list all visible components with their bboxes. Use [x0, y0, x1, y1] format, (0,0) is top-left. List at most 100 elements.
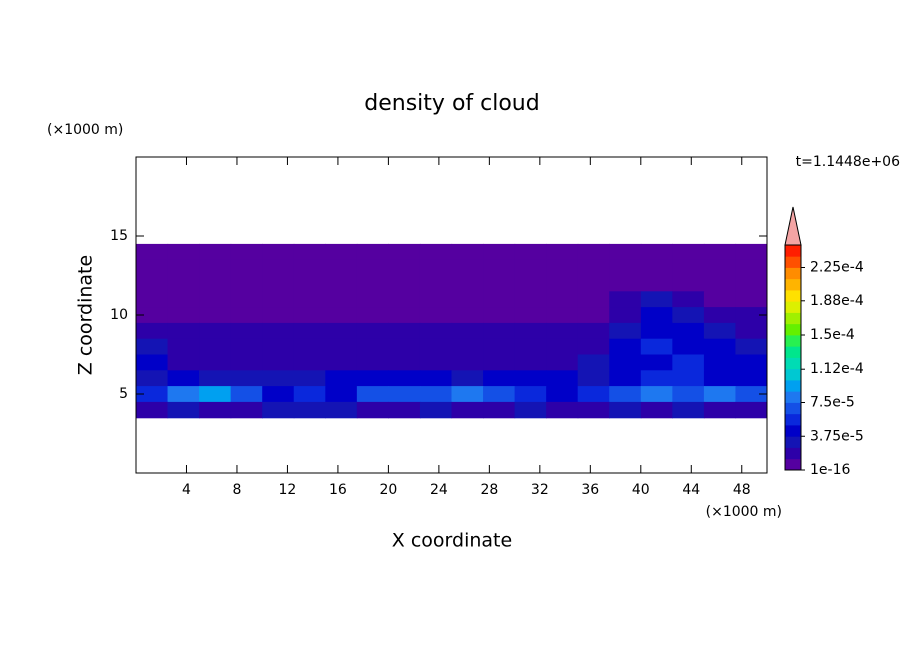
contour-cell — [483, 275, 516, 292]
contour-cell — [514, 243, 547, 261]
contour-cell — [577, 386, 610, 403]
contour-cell — [230, 354, 263, 371]
contour-cell — [640, 307, 673, 324]
contour-cell — [262, 386, 295, 403]
contour-cell — [483, 354, 516, 371]
colorbar-tick-label: 1e-16 — [810, 462, 850, 478]
contour-cell — [483, 291, 516, 308]
time-annotation: t=1.1448e+06 — [796, 154, 900, 170]
contour-cell — [483, 386, 516, 403]
contour-cell — [356, 354, 389, 371]
contour-cell — [419, 370, 453, 387]
contour-cell — [230, 275, 263, 292]
contour-cell — [136, 338, 169, 356]
contour-cell — [609, 275, 642, 292]
contour-cell — [483, 322, 516, 340]
contour-cell — [546, 401, 579, 419]
contour-cell — [136, 307, 169, 324]
contour-cell — [483, 370, 516, 387]
contour-cell — [199, 307, 232, 324]
contour-cell — [293, 354, 326, 371]
contour-cell — [640, 291, 673, 308]
contour-cell — [136, 291, 169, 308]
contour-cell — [167, 275, 200, 292]
contour-cell — [703, 307, 737, 324]
colorbar-swatch — [785, 402, 801, 415]
contour-cell — [388, 401, 421, 419]
contour-cell — [325, 322, 358, 340]
contour-cell — [167, 386, 200, 403]
contour-cell — [136, 386, 169, 403]
contour-cell — [577, 338, 610, 356]
contour-cell — [514, 354, 547, 371]
contour-cell — [577, 401, 610, 419]
contour-field — [136, 243, 767, 419]
colorbar-swatch — [785, 413, 801, 426]
contour-cell — [735, 322, 767, 340]
x-tick-label: 36 — [581, 482, 599, 498]
contour-cell — [609, 322, 642, 340]
contour-cell — [388, 322, 421, 340]
contour-cell — [325, 243, 358, 261]
contour-cell — [735, 243, 767, 261]
contour-cell — [167, 259, 200, 277]
contour-cell — [325, 401, 358, 419]
contour-cell — [419, 354, 453, 371]
colorbar-extend — [784, 206, 802, 246]
contour-cell — [356, 307, 389, 324]
contour-cell — [356, 259, 389, 277]
colorbar-swatch — [785, 357, 801, 370]
contour-cell — [262, 338, 295, 356]
contour-cell — [199, 275, 232, 292]
contour-cell — [136, 370, 169, 387]
contour-cell — [325, 354, 358, 371]
contour-cell — [514, 370, 547, 387]
contour-cell — [419, 338, 453, 356]
contour-cell — [672, 259, 705, 277]
colorbar-swatch — [785, 267, 801, 280]
contour-cell — [546, 370, 579, 387]
contour-cell — [167, 401, 200, 419]
x-tick-label: 28 — [480, 482, 498, 498]
y-tick-label: 10 — [110, 307, 128, 323]
contour-cell — [609, 370, 642, 387]
contour-cell — [451, 401, 484, 419]
contour-cell — [356, 275, 389, 292]
contour-cell — [514, 307, 547, 324]
contour-cell — [735, 275, 767, 292]
contour-cell — [451, 322, 484, 340]
contour-cell — [640, 370, 673, 387]
contour-cell — [419, 307, 453, 324]
contour-cell — [672, 401, 705, 419]
contour-cell — [609, 338, 642, 356]
colorbar-swatch — [785, 436, 801, 448]
contour-cell — [672, 291, 705, 308]
contour-cell — [577, 307, 610, 324]
contour-cell — [609, 354, 642, 371]
contour-cell — [199, 401, 232, 419]
contour-cell — [388, 338, 421, 356]
contour-cell — [388, 243, 421, 261]
contour-cell — [325, 259, 358, 277]
colorbar-tick-label: 1.88e-4 — [810, 293, 864, 309]
contour-cell — [262, 370, 295, 387]
contour-cell — [356, 370, 389, 387]
contour-cell — [325, 307, 358, 324]
contour-cell — [514, 259, 547, 277]
contour-cell — [546, 259, 579, 277]
contour-cell — [293, 275, 326, 292]
contour-cell — [419, 291, 453, 308]
x-unit: (×1000 m) — [706, 504, 782, 520]
contour-cell — [451, 259, 484, 277]
contour-cell — [735, 401, 767, 419]
contour-cell — [199, 338, 232, 356]
contour-cell — [388, 386, 421, 403]
contour-cell — [356, 243, 389, 261]
contour-cell — [672, 338, 705, 356]
colorbar-swatch — [785, 323, 801, 336]
contour-cell — [262, 259, 295, 277]
contour-cell — [514, 275, 547, 292]
contour-cell — [451, 354, 484, 371]
contour-cell — [230, 338, 263, 356]
contour-cell — [451, 386, 484, 403]
